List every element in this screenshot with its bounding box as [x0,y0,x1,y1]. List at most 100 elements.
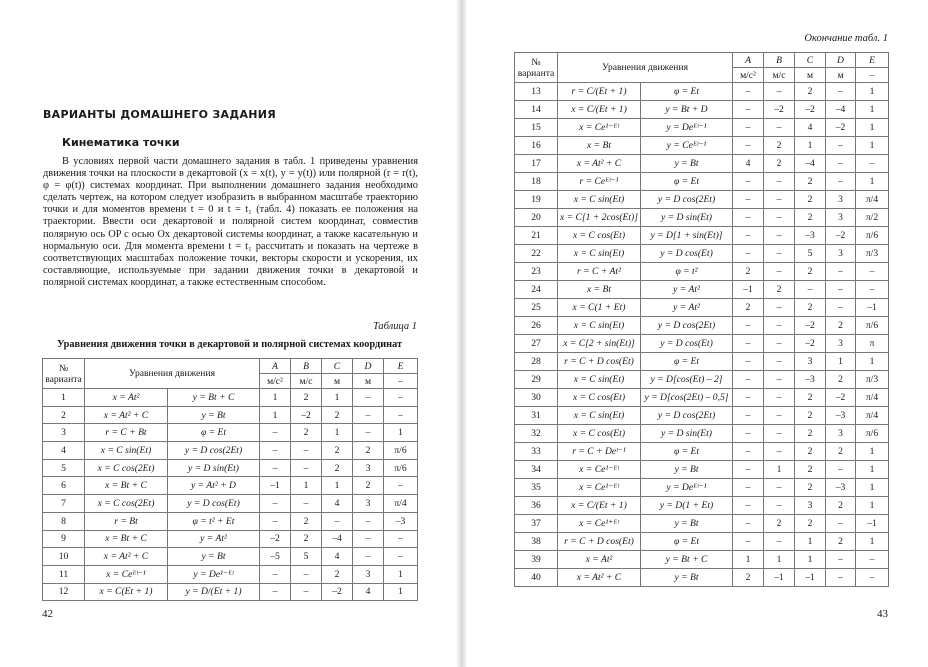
equation-cell: φ = Et [640,532,733,551]
equation-cell: r = Bt [84,511,168,531]
param-value: 1 [855,496,889,515]
param-value: – [763,226,795,245]
variant-number: 24 [514,280,558,299]
equation-cell: y = Deᴱᵗ⁻¹ [640,118,733,137]
equation-cell: φ = t² [640,262,733,281]
variant-number: 28 [514,352,558,371]
param-value: –3 [825,406,856,425]
equation-cell: y = D cos(Et) [640,244,733,263]
param-value: 1 [855,100,889,119]
equation-cell: x = Ceᴱᵗ⁻¹ [84,564,168,584]
table-row: 19 x = C sin(Et) y = D cos(2Et) – –2 3 π/4 [514,190,889,209]
param-value: 4 [352,582,384,602]
table-row: 13 r = C/(Et + 1) φ = Et – –2–1 [514,82,889,101]
table-row: 22 x = C sin(Et) y = D cos(Et) – –5 3 π/3 [514,244,889,263]
param-value: – [794,280,826,299]
param-value: 1 [383,423,418,443]
equation-cell: y = D cos(2Et) [640,316,733,335]
param-value: – [825,136,856,155]
equation-cell: y = Deᴱᵗ⁻¹ [640,478,733,497]
param-value: 1 [855,82,889,101]
param-value: – [732,388,764,407]
param-value: –2 [794,100,826,119]
param-header: D [352,358,384,374]
equation-cell: r = C + D cos(Et) [557,352,641,371]
variant-number: 15 [514,118,558,137]
param-value: π/4 [855,190,889,209]
param-value: – [290,494,322,513]
param-value: – [763,424,795,443]
param-value: 3 [794,352,826,371]
param-value: – [763,532,795,551]
param-value: – [321,511,353,531]
param-value: – [732,244,764,263]
variant-number: 36 [514,496,558,515]
equation-cell: x = C sin(Et) [557,370,641,389]
param-value: – [763,190,795,209]
param-value: – [259,458,291,478]
table-row: 16 x = Bt y = Ceᴱᵗ⁻¹ –2 1–1 [514,136,889,155]
param-value: 1 [825,352,856,371]
param-value: 1 [855,532,889,551]
param-value: π/6 [383,458,418,478]
param-value: 2 [321,458,353,478]
param-value: – [763,334,795,353]
param-value: 1 [855,442,889,461]
equations-header: Уравнения движения [557,52,733,83]
param-value: – [732,370,764,389]
equation-cell: x = Bt [557,136,641,155]
param-value: – [855,154,889,173]
param-value: –1 [855,514,889,533]
right-page: Окончание табл. 1 № варианта Уравнения дв… [466,0,928,667]
table-row: 31 x = C sin(Et) y = D cos(2Et) – –2 –3 π/4 [514,406,889,425]
equation-cell: φ = Et [640,352,733,371]
param-value: 1 [321,476,353,496]
param-value: – [825,262,856,281]
table-row: 25 x = C(1 + Et) y = At² 2–2– –1 [514,298,889,317]
param-value: 2 [352,441,384,460]
equation-cell: y = Bt + C [640,550,733,569]
param-value: π/3 [855,370,889,389]
equation-cell: φ = Et [640,442,733,461]
param-value: – [290,564,322,584]
param-value: 3 [352,564,384,584]
param-value: 2 [321,441,353,460]
param-value: 2 [794,82,826,101]
param-value: – [732,118,764,137]
variant-number: 16 [514,136,558,155]
equation-cell: y = Bt [640,460,733,479]
param-value: 2 [763,154,795,173]
equation-cell: y = De¹⁻ᴱᵗ [167,564,260,584]
param-value: 2 [794,478,826,497]
param-value: 2 [825,532,856,551]
equation-cell: x = At² [84,388,168,407]
param-header: E [855,52,889,68]
param-value: 2 [763,280,795,299]
equation-cell: x = Bt [557,280,641,299]
param-value: 5 [794,244,826,263]
param-value: 1 [763,550,795,569]
param-value: 3 [825,190,856,209]
param-value: 1 [732,550,764,569]
param-value: – [763,82,795,101]
param-value: 2 [825,496,856,515]
param-value: – [259,423,291,443]
param-value: 1 [855,136,889,155]
param-value: – [732,424,764,443]
equation-cell: y = D sin(Et) [167,458,260,478]
param-value: 2 [794,190,826,209]
param-value: 1 [321,388,353,407]
param-value: – [763,478,795,497]
param-value: –1 [855,298,889,317]
variant-number: 22 [514,244,558,263]
variant-number: 4 [42,441,85,460]
units-row: м/с² м/с м м – [43,373,418,389]
param-value: – [732,136,764,155]
param-value: 2 [290,529,322,549]
unit-cell: м/с [290,373,322,389]
variant-number: 31 [514,406,558,425]
equation-cell: x = Ce¹⁻ᴱᵗ [557,478,641,497]
param-value: – [290,441,322,460]
param-value: –3 [794,226,826,245]
